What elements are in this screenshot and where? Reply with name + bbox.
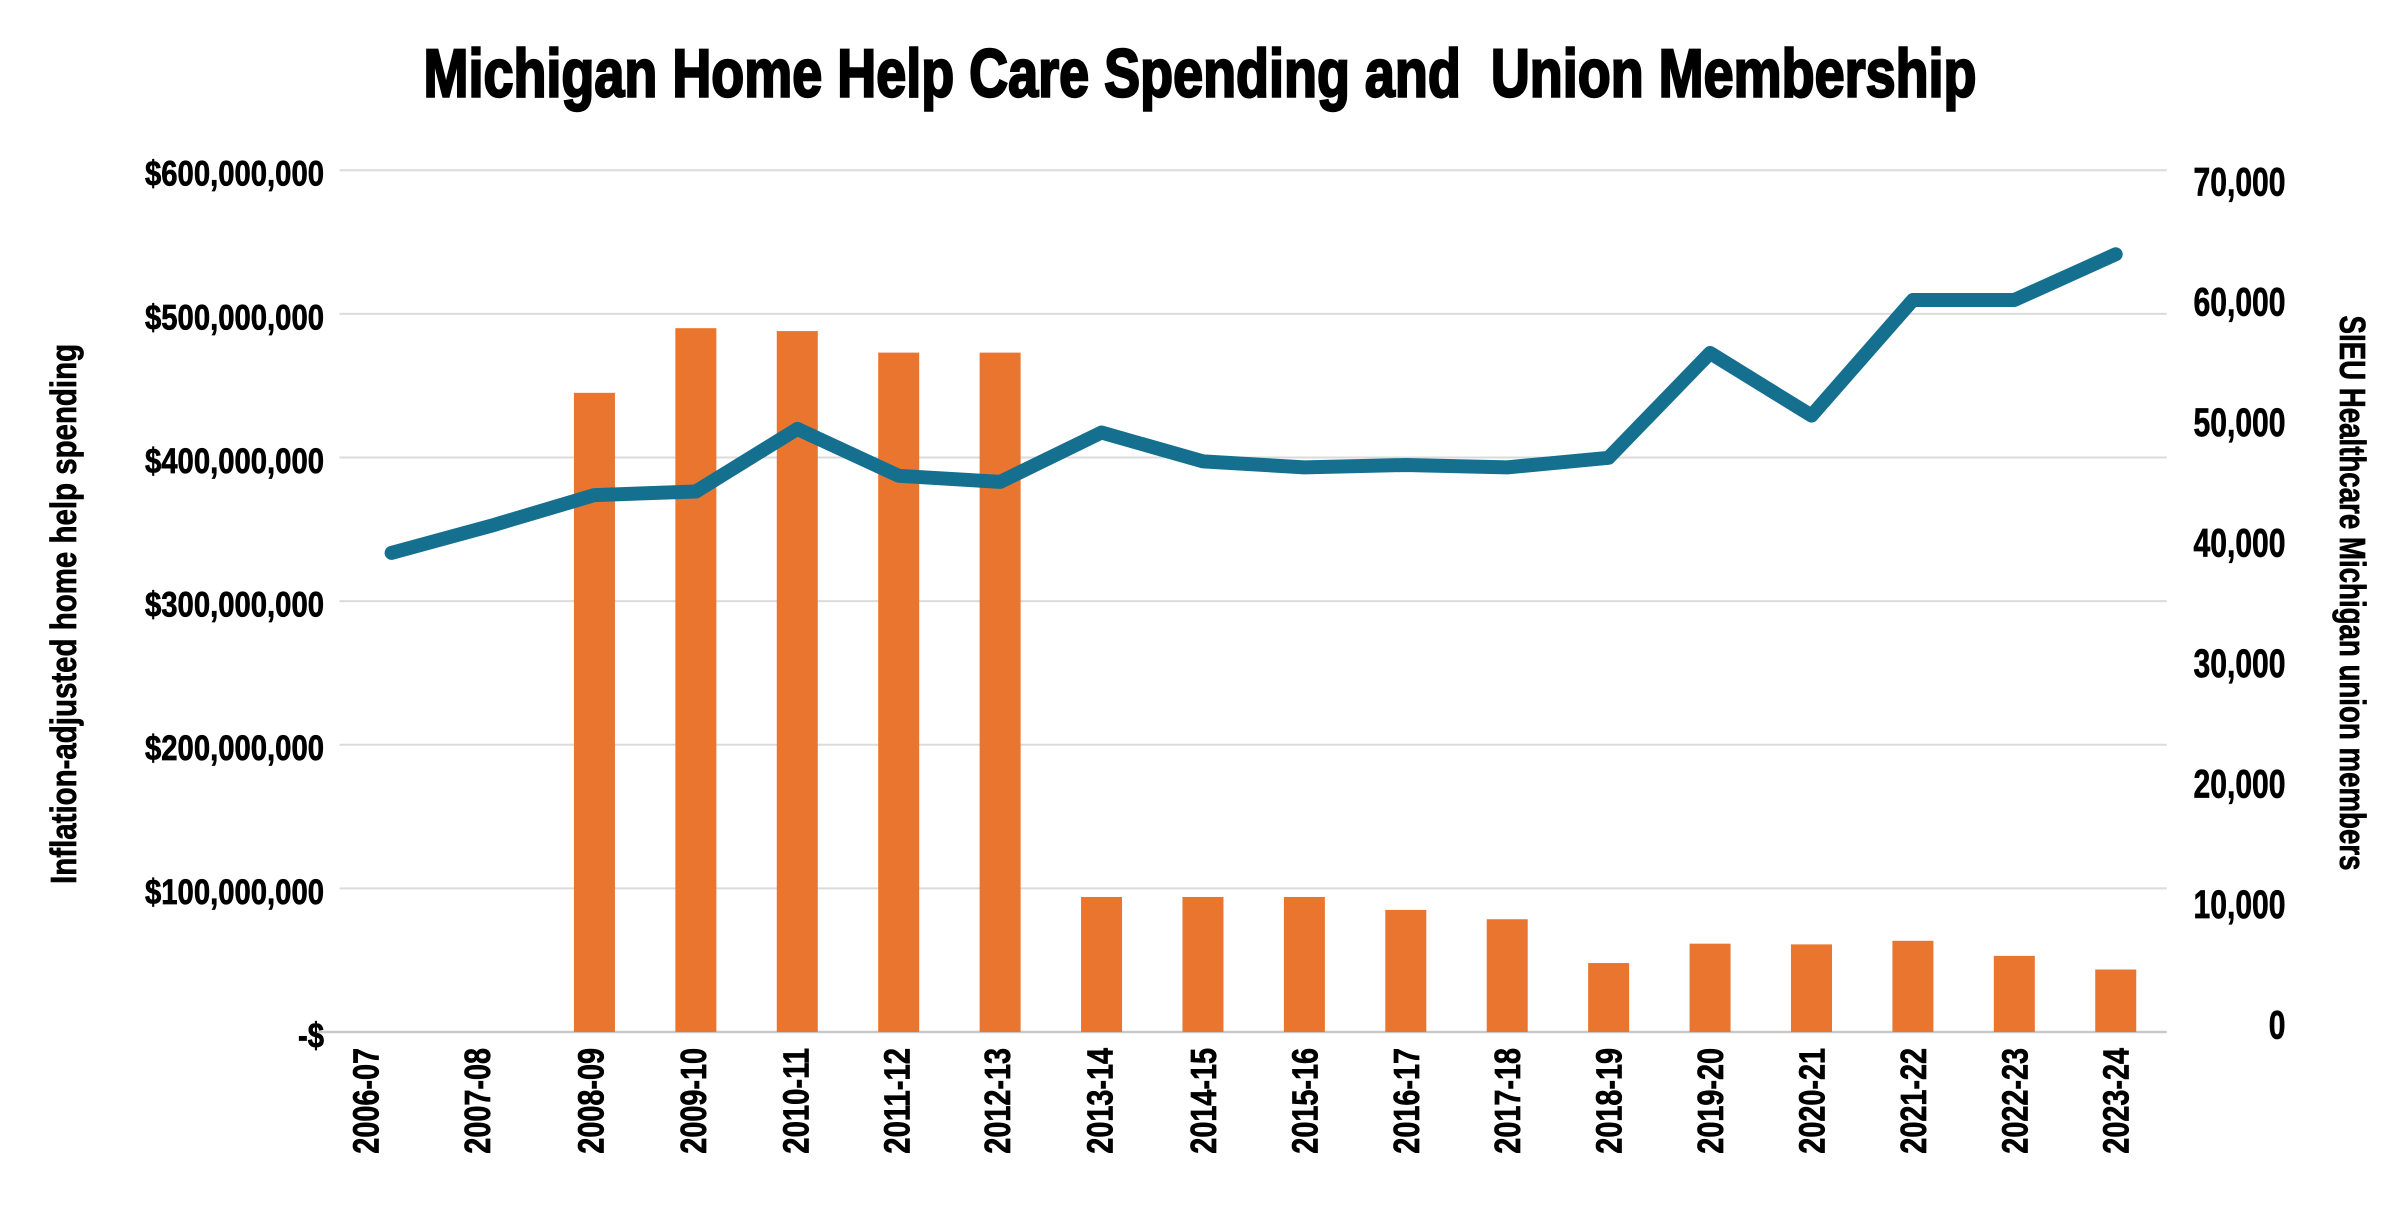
y-axis-left-tick-labels: $600,000,000 $500,000,000 $400,000,000 $300… <box>145 154 325 1056</box>
x-tick-label-2018-19: 2018-19 <box>1589 1048 1630 1154</box>
x-tick-label-2020-21: 2020-21 <box>1791 1048 1832 1154</box>
y-axis-right-tick-labels: 70,000 60,000 50,000 40,000 30,000 20,000 10,0… <box>2193 160 2286 1048</box>
bar-2013-14 <box>1081 896 1123 1032</box>
y-left-tick-label: -$ <box>298 1017 324 1056</box>
x-tick-label-2007-08: 2007-08 <box>457 1048 498 1154</box>
x-axis-tick-labels: 2006-07 2007-08 2008-09 2009-10 2010-11 2011-… <box>345 1048 2137 1154</box>
bar-2018-19 <box>1588 963 1630 1032</box>
y-right-tick-label: 70,000 <box>2194 160 2286 204</box>
x-tick-label-2012-13: 2012-13 <box>977 1048 1018 1154</box>
bar-2014-15 <box>1182 896 1224 1032</box>
bar-2023-24 <box>2095 969 2137 1032</box>
x-tick-label-2023-24: 2023-24 <box>2096 1048 2137 1154</box>
x-tick-label-2022-23: 2022-23 <box>1994 1048 2035 1154</box>
y-left-tick-label: $400,000,000 <box>145 442 324 481</box>
x-tick-label-2009-10: 2009-10 <box>673 1048 714 1154</box>
y-left-tick-label: $100,000,000 <box>145 873 324 912</box>
bar-2021-22 <box>1892 940 1934 1032</box>
right-axis-title: SIEU Healthcare Michigan union members <box>2332 316 2373 871</box>
union-members-line <box>384 247 2123 560</box>
y-right-tick-label: 50,000 <box>2194 401 2286 445</box>
x-tick-label-2010-11: 2010-11 <box>775 1048 816 1154</box>
bar-2012-13 <box>979 352 1021 1032</box>
spending-bars <box>573 328 2137 1032</box>
bar-2015-16 <box>1283 896 1325 1032</box>
gridlines <box>339 169 2167 890</box>
y-right-tick-label: 20,000 <box>2194 762 2286 806</box>
x-tick-label-2014-15: 2014-15 <box>1183 1048 1224 1154</box>
bar-2020-21 <box>1790 944 1832 1032</box>
x-tick-label-2015-16: 2015-16 <box>1284 1048 1325 1154</box>
bar-2019-20 <box>1689 943 1731 1032</box>
y-left-tick-label: $300,000,000 <box>145 586 324 625</box>
bar-2011-12 <box>878 352 920 1032</box>
x-tick-label-2011-12: 2011-12 <box>877 1048 918 1154</box>
x-tick-label-2008-09: 2008-09 <box>570 1048 611 1154</box>
chart-title: Michigan Home Help Care Spending and Uni… <box>424 36 1977 112</box>
x-tick-label-2019-20: 2019-20 <box>1690 1048 1731 1154</box>
bar-2022-23 <box>1993 955 2035 1032</box>
x-tick-label-2017-18: 2017-18 <box>1487 1048 1528 1154</box>
y-right-tick-label: 30,000 <box>2194 642 2286 686</box>
y-right-tick-label: 60,000 <box>2194 281 2286 325</box>
x-tick-label-2016-17: 2016-17 <box>1386 1048 1427 1154</box>
bar-2010-11 <box>776 331 818 1032</box>
left-axis-title: Inflation-adjusted home help spending <box>43 344 84 884</box>
y-left-tick-label: $600,000,000 <box>145 155 324 194</box>
bar-2016-17 <box>1385 909 1427 1032</box>
x-tick-label-2006-07: 2006-07 <box>346 1048 387 1154</box>
bar-2017-18 <box>1486 919 1528 1032</box>
y-left-tick-label: $500,000,000 <box>145 298 324 337</box>
y-right-tick-label: 0 <box>2269 1003 2286 1047</box>
x-tick-label-2013-14: 2013-14 <box>1080 1048 1121 1154</box>
y-left-tick-label: $200,000,000 <box>145 729 324 768</box>
y-right-tick-label: 10,000 <box>2194 883 2286 927</box>
x-tick-label-2021-22: 2021-22 <box>1893 1048 1934 1154</box>
bar-2009-10 <box>675 328 717 1032</box>
y-right-tick-label: 40,000 <box>2194 522 2286 566</box>
